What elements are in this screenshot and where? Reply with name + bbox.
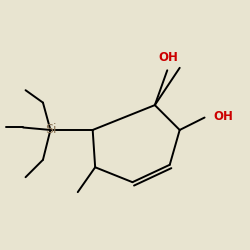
Text: OH: OH xyxy=(158,51,178,64)
Text: Si: Si xyxy=(45,124,56,136)
Text: OH: OH xyxy=(213,110,233,123)
